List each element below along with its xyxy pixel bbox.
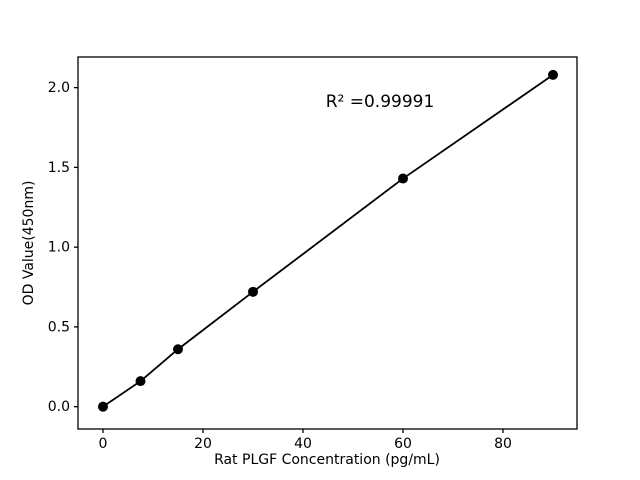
axes-frame — [77, 56, 578, 430]
data-point — [135, 376, 146, 387]
data-point — [173, 344, 183, 355]
x-axis-label: Rat PLGF Concentration (pg/mL) — [214, 452, 440, 468]
y-tick-label: 0.0 — [48, 399, 70, 415]
data-series — [98, 69, 558, 412]
data-point — [398, 173, 408, 184]
x-tick-label: 40 — [294, 436, 312, 452]
data-point — [98, 401, 108, 412]
y-tick-label: 0.5 — [48, 319, 70, 335]
x-axis: 0 20 40 60 80 — [99, 429, 512, 452]
y-axis-label: OD Value(450nm) — [21, 181, 37, 306]
y-tick-label: 2.0 — [48, 80, 70, 96]
y-axis: 0.0 0.5 1.0 1.5 2.0 — [48, 80, 78, 415]
x-tick-label: 20 — [194, 436, 212, 452]
y-tick-label: 1.0 — [48, 240, 70, 256]
x-tick-label: 60 — [394, 436, 412, 452]
y-tick-label: 1.5 — [48, 160, 70, 176]
r-squared-annotation: R² =0.99991 — [326, 92, 435, 112]
x-tick-label: 80 — [494, 436, 512, 452]
x-tick-label: 0 — [99, 436, 108, 452]
data-point — [248, 286, 258, 297]
standard-curve-line — [102, 73, 554, 408]
data-point — [548, 69, 558, 80]
